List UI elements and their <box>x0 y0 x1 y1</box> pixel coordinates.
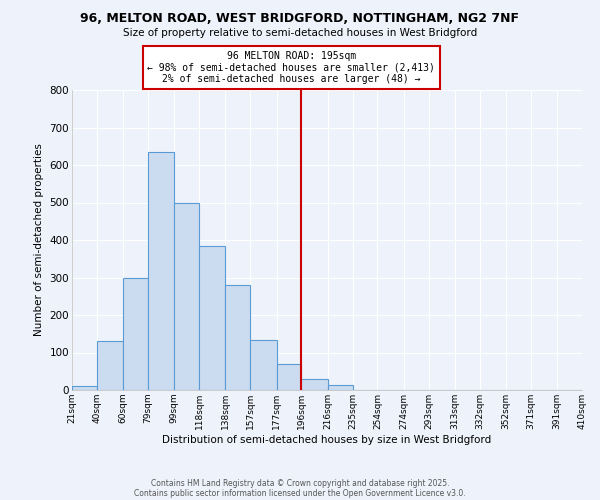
Bar <box>277 364 301 390</box>
Y-axis label: Number of semi-detached properties: Number of semi-detached properties <box>34 144 44 336</box>
Text: Contains public sector information licensed under the Open Government Licence v3: Contains public sector information licen… <box>134 488 466 498</box>
Bar <box>148 152 174 390</box>
X-axis label: Distribution of semi-detached houses by size in West Bridgford: Distribution of semi-detached houses by … <box>163 434 491 444</box>
Bar <box>199 246 226 390</box>
Bar <box>123 278 148 390</box>
Bar <box>301 379 328 390</box>
Bar <box>72 386 97 390</box>
Text: Size of property relative to semi-detached houses in West Bridgford: Size of property relative to semi-detach… <box>123 28 477 38</box>
Bar <box>328 385 353 390</box>
Text: 96 MELTON ROAD: 195sqm
← 98% of semi-detached houses are smaller (2,413)
2% of s: 96 MELTON ROAD: 195sqm ← 98% of semi-det… <box>148 51 435 84</box>
Text: 96, MELTON ROAD, WEST BRIDGFORD, NOTTINGHAM, NG2 7NF: 96, MELTON ROAD, WEST BRIDGFORD, NOTTING… <box>80 12 520 26</box>
Bar <box>97 341 123 390</box>
Bar <box>174 202 199 390</box>
Text: Contains HM Land Registry data © Crown copyright and database right 2025.: Contains HM Land Registry data © Crown c… <box>151 478 449 488</box>
Bar <box>226 285 250 390</box>
Bar <box>250 340 277 390</box>
